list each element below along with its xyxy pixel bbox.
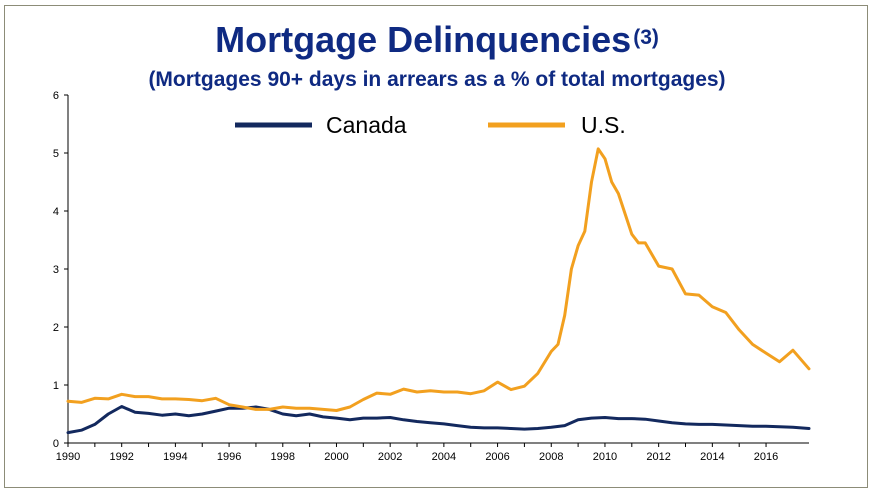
x-tick-label: 2014	[700, 451, 724, 463]
axes: 0 1 2 3 4 5 6 1990 1992 1994 1996 1998 2000 2002 2004 2…	[53, 90, 809, 463]
x-tick-label: 2010	[593, 451, 617, 463]
chart-title-superscript: (3)	[633, 26, 659, 49]
chart-subtitle: (Mortgages 90+ days in arrears as a % of…	[148, 68, 726, 91]
x-tick-label: 2004	[432, 451, 456, 463]
series-lines	[66, 147, 811, 435]
x-tick-label: 2008	[539, 451, 563, 463]
y-tick-label: 0	[53, 438, 59, 450]
y-tick-label: 5	[53, 148, 59, 160]
canada-series-line	[66, 405, 811, 435]
y-tick-label: 6	[53, 90, 59, 102]
y-tick-label: 2	[53, 322, 59, 334]
chart-title-text: Mortgage Delinquencies	[215, 19, 632, 60]
legend: Canada U.S.	[235, 112, 626, 138]
x-tick-label: 1996	[217, 451, 241, 463]
x-tick-label: 2016	[754, 451, 778, 463]
x-tick-label: 2000	[324, 451, 348, 463]
y-tick-label: 1	[53, 380, 59, 392]
us-series-line	[66, 147, 811, 412]
x-tick-label: 1992	[109, 451, 133, 463]
x-tick-label: 2002	[378, 451, 402, 463]
chart-frame	[4, 5, 868, 488]
x-tick-label: 2012	[646, 451, 670, 463]
x-tick-label: 1998	[271, 451, 295, 463]
y-tick-label: 3	[53, 264, 59, 276]
x-tick-label: 1994	[163, 451, 187, 463]
x-tick-label: 2006	[485, 451, 509, 463]
chart-title: Mortgage Delinquencies(3)	[0, 20, 874, 60]
x-tick-label: 1990	[56, 451, 80, 463]
legend-label-us: U.S.	[581, 112, 626, 138]
legend-label-canada: Canada	[326, 112, 407, 138]
y-tick-label: 4	[53, 206, 59, 218]
